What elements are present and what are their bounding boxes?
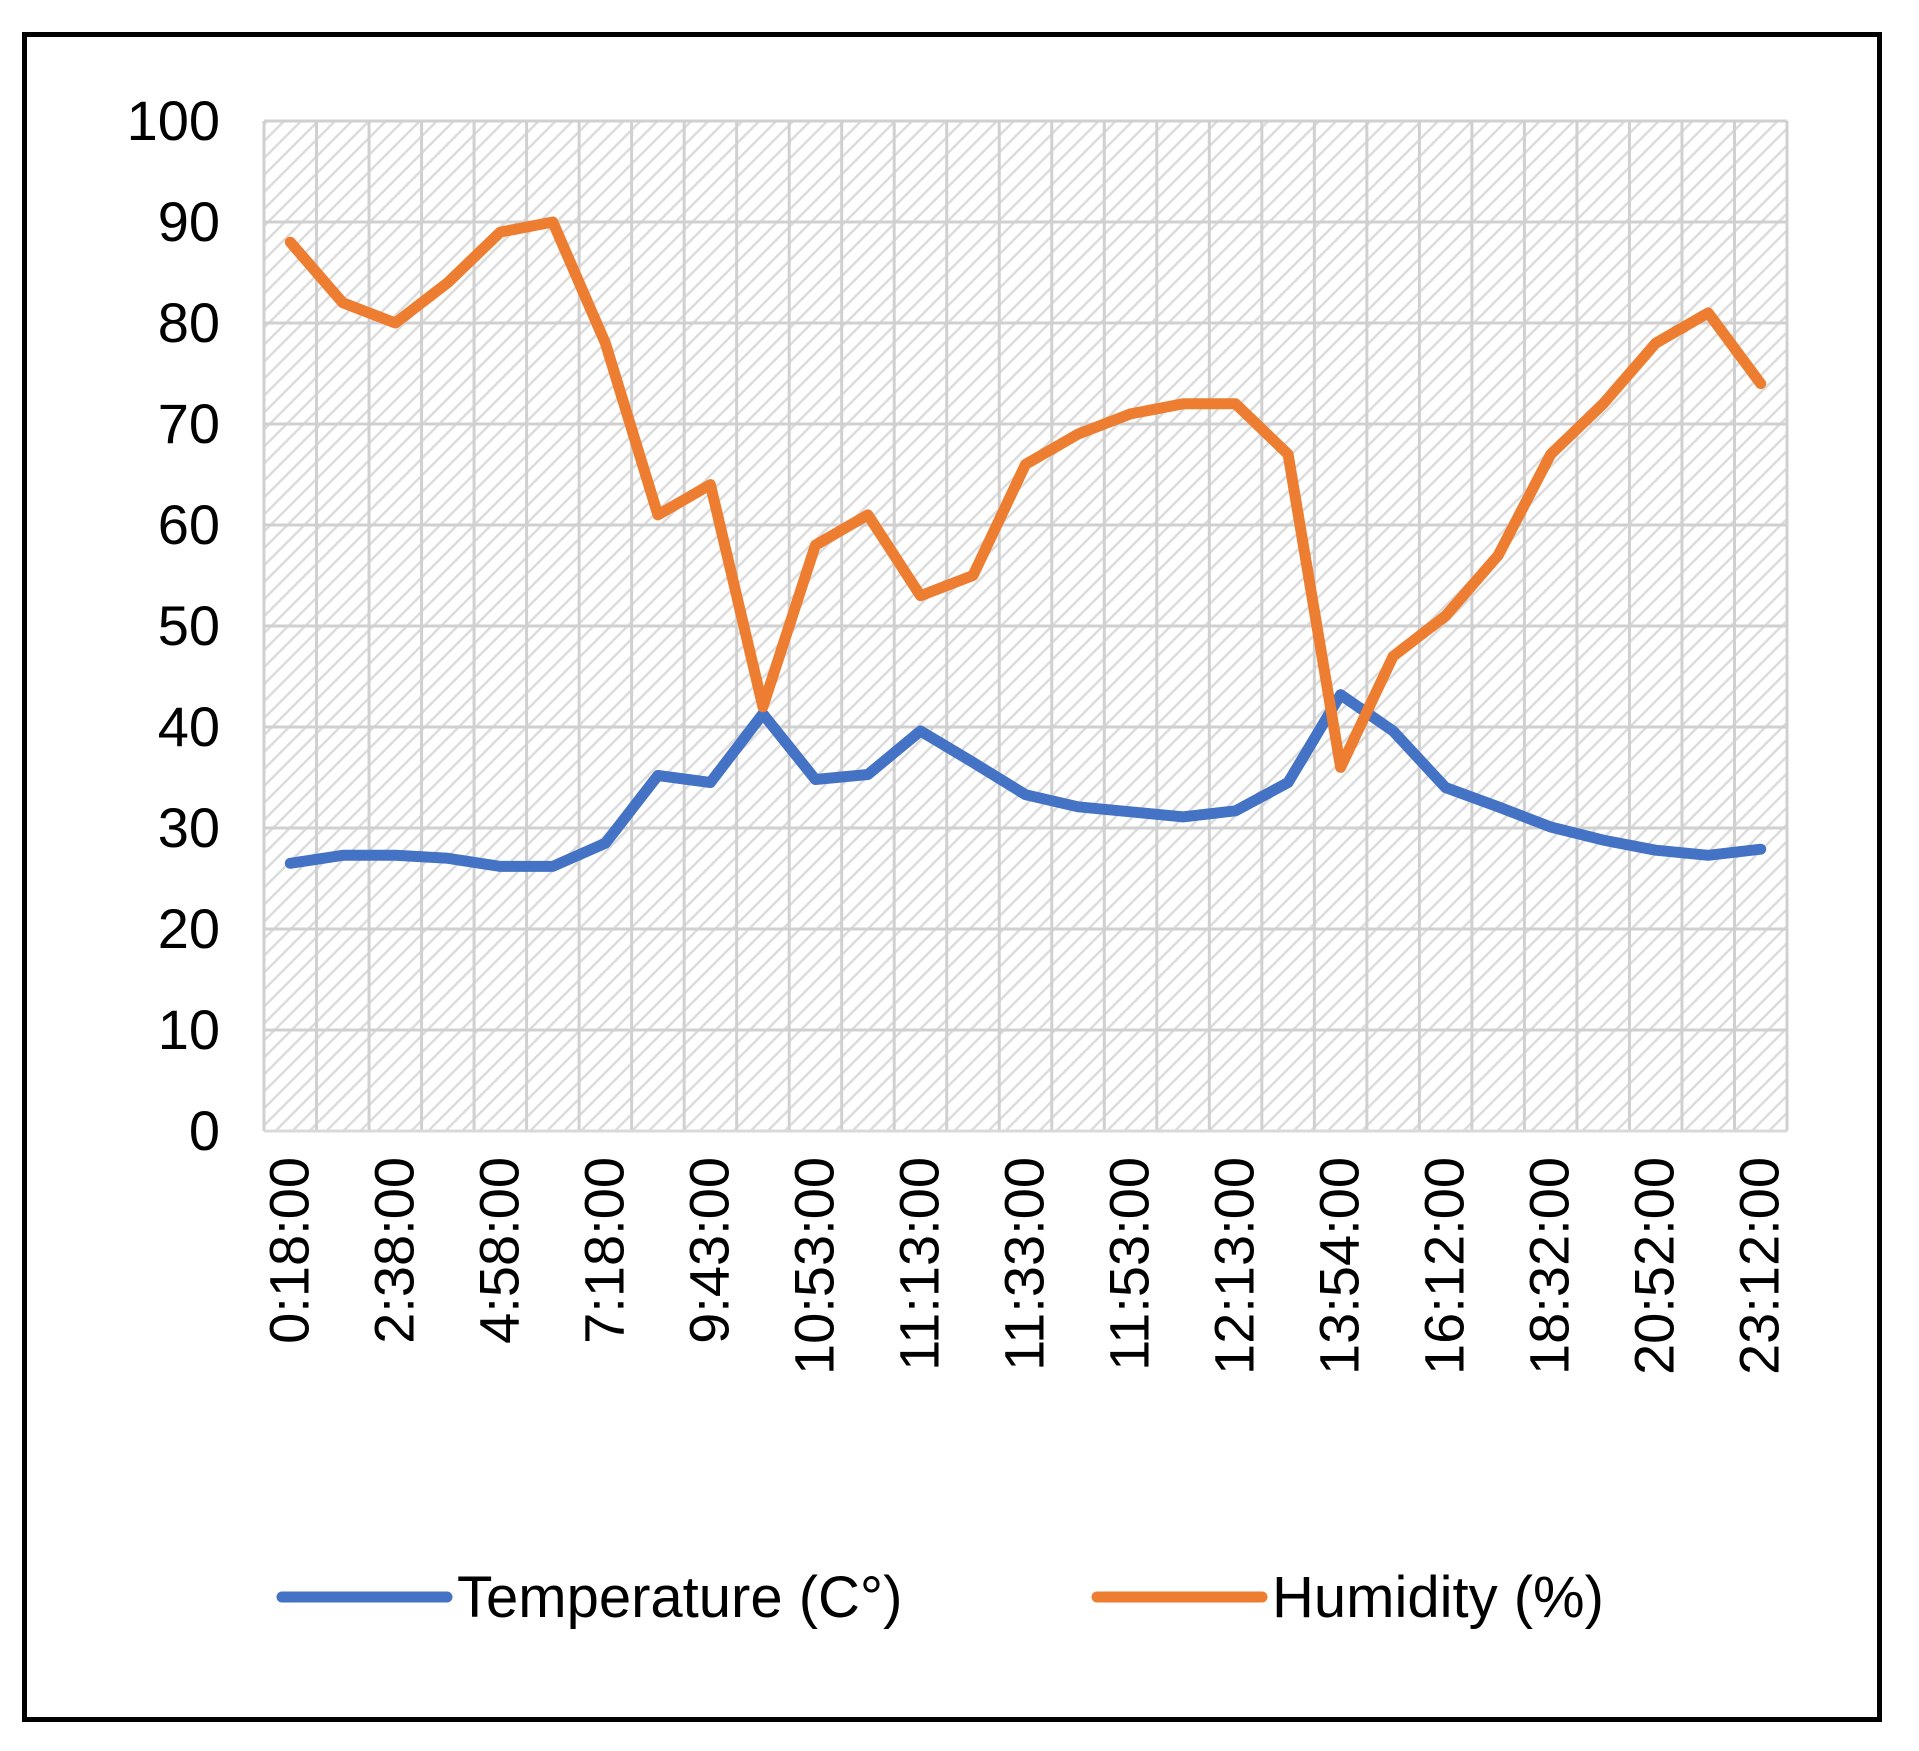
y-tick-label: 70 bbox=[158, 392, 220, 455]
data-point bbox=[287, 860, 294, 867]
data-point bbox=[1600, 837, 1607, 844]
y-tick-label: 0 bbox=[189, 1099, 220, 1162]
data-point bbox=[602, 840, 609, 847]
data-point bbox=[917, 592, 924, 599]
data-point bbox=[864, 771, 871, 778]
y-tick-label: 20 bbox=[158, 897, 220, 960]
data-point bbox=[1075, 431, 1081, 438]
data-point bbox=[812, 776, 819, 783]
data-point bbox=[1652, 340, 1659, 347]
y-tick-label: 10 bbox=[158, 998, 220, 1061]
data-point bbox=[864, 511, 871, 518]
data-point bbox=[1705, 852, 1712, 859]
data-point bbox=[1127, 808, 1134, 815]
data-point bbox=[1337, 691, 1344, 698]
legend: Temperature (C°) Humidity (%) bbox=[276, 1565, 1604, 1630]
data-point bbox=[1022, 461, 1029, 468]
data-point bbox=[1495, 803, 1502, 810]
data-point bbox=[1442, 612, 1449, 619]
chart-frame: 0 10 20 30 40 50 60 70 80 90 100 0:18:00 2:38:00 4:5… bbox=[22, 32, 1882, 1722]
x-tick-label: 20:52:00 bbox=[1623, 1157, 1686, 1375]
data-point bbox=[1285, 451, 1292, 458]
y-tick-label: 30 bbox=[158, 796, 220, 859]
y-tick-label: 60 bbox=[158, 493, 220, 556]
x-tick-label: 9:43:00 bbox=[677, 1157, 740, 1344]
data-point bbox=[654, 772, 661, 779]
data-point bbox=[1337, 764, 1344, 771]
data-point bbox=[707, 481, 714, 488]
data-point bbox=[549, 863, 556, 870]
data-point bbox=[444, 279, 451, 286]
data-point bbox=[970, 572, 976, 579]
x-tick-label: 0:18:00 bbox=[257, 1157, 320, 1344]
y-tick-label: 100 bbox=[127, 89, 220, 152]
data-point bbox=[1390, 653, 1397, 660]
data-point bbox=[707, 779, 714, 786]
x-tick-label: 18:32:00 bbox=[1518, 1157, 1581, 1375]
x-tick-label: 11:53:00 bbox=[1098, 1157, 1161, 1371]
x-tick-label: 7:18:00 bbox=[572, 1157, 635, 1344]
data-point bbox=[497, 229, 504, 236]
x-tick-label: 10:53:00 bbox=[782, 1157, 845, 1375]
data-point bbox=[1180, 400, 1187, 407]
x-tick-label: 2:38:00 bbox=[362, 1157, 425, 1344]
series-lines bbox=[284, 216, 1767, 872]
line-chart: 0 10 20 30 40 50 60 70 80 90 100 0:18:00 2:38:00 4:5… bbox=[127, 89, 1791, 1630]
x-tick-label: 11:33:00 bbox=[993, 1157, 1056, 1371]
data-point bbox=[444, 855, 451, 862]
data-point bbox=[1075, 803, 1081, 810]
data-point bbox=[1600, 400, 1607, 407]
y-tick-label: 90 bbox=[158, 190, 220, 253]
x-tick-label: 12:13:00 bbox=[1203, 1157, 1266, 1375]
data-point bbox=[392, 852, 399, 859]
data-point bbox=[1285, 779, 1292, 786]
x-tick-label: 4:58:00 bbox=[467, 1157, 530, 1344]
x-tick-label: 11:13:00 bbox=[887, 1157, 950, 1371]
x-axis-ticks: 0:18:00 2:38:00 4:58:00 7:18:00 9:43:00 10:53… bbox=[257, 1157, 1790, 1375]
data-point bbox=[812, 542, 819, 549]
data-point bbox=[339, 852, 346, 859]
data-point bbox=[1547, 824, 1554, 830]
data-point bbox=[1547, 451, 1554, 458]
data-point bbox=[1180, 813, 1187, 820]
data-point bbox=[1127, 410, 1134, 417]
data-point bbox=[1757, 846, 1764, 853]
gridlines bbox=[262, 119, 1789, 1133]
data-point bbox=[1442, 784, 1449, 791]
data-point bbox=[1705, 309, 1712, 316]
data-point bbox=[1390, 728, 1397, 734]
data-point bbox=[970, 759, 976, 766]
y-tick-label: 50 bbox=[158, 594, 220, 657]
data-point bbox=[917, 728, 924, 734]
data-point bbox=[1757, 380, 1764, 387]
data-point bbox=[1495, 552, 1502, 559]
data-point bbox=[602, 340, 609, 347]
data-point bbox=[1022, 791, 1029, 798]
x-tick-label: 23:12:00 bbox=[1728, 1157, 1791, 1375]
data-point bbox=[549, 219, 556, 225]
data-point bbox=[392, 320, 399, 326]
x-tick-label: 13:54:00 bbox=[1308, 1157, 1371, 1375]
data-point bbox=[339, 299, 346, 306]
y-axis-ticks: 0 10 20 30 40 50 60 70 80 90 100 bbox=[127, 89, 220, 1162]
data-point bbox=[1652, 847, 1659, 854]
y-tick-label: 40 bbox=[158, 695, 220, 758]
legend-label: Humidity (%) bbox=[1272, 1565, 1604, 1630]
data-point bbox=[1232, 807, 1239, 814]
data-point bbox=[287, 239, 294, 246]
data-point bbox=[759, 703, 766, 710]
data-point bbox=[759, 710, 766, 717]
y-tick-label: 80 bbox=[158, 291, 220, 354]
x-tick-label: 16:12:00 bbox=[1413, 1157, 1476, 1375]
data-point bbox=[654, 511, 661, 518]
data-point bbox=[1232, 400, 1239, 407]
legend-label: Temperature (C°) bbox=[457, 1565, 902, 1630]
data-point bbox=[497, 863, 504, 870]
